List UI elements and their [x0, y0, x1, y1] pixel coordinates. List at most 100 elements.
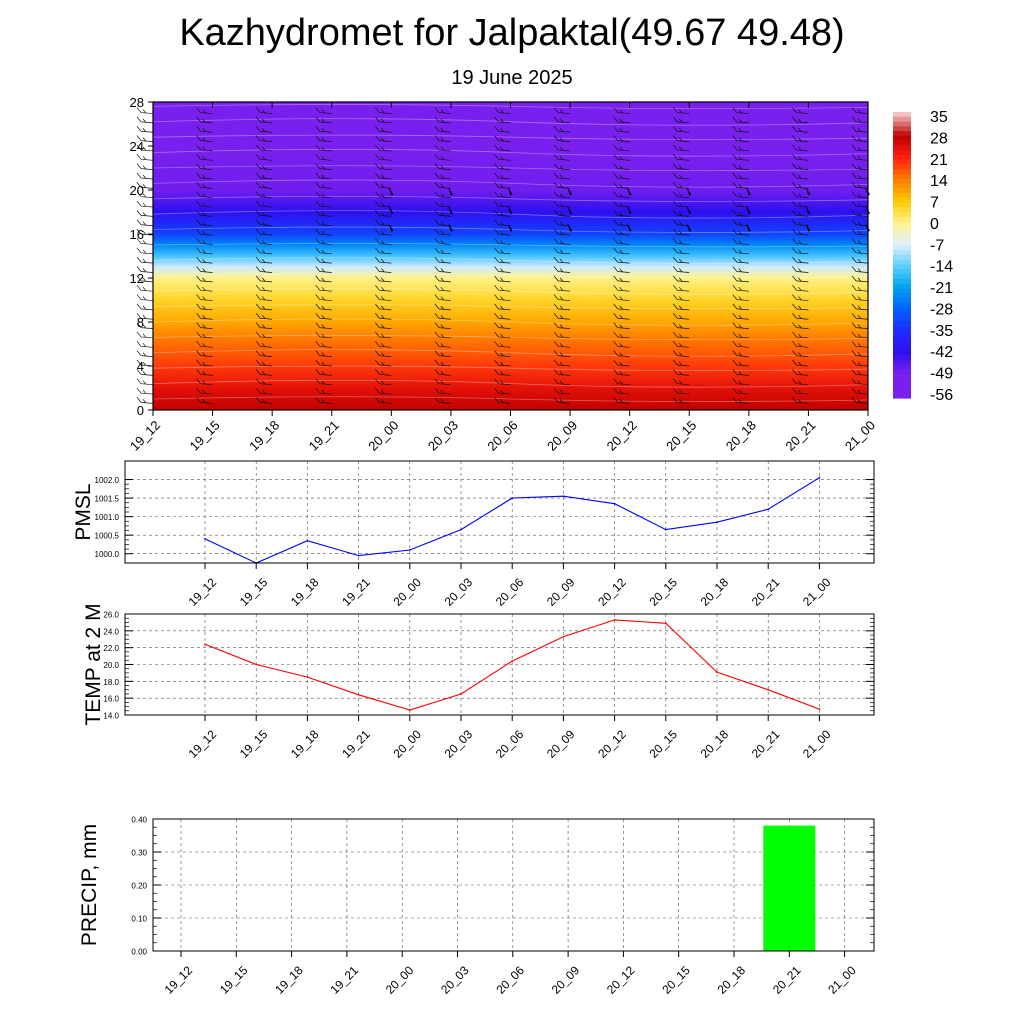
wind-barb-pennant: [567, 222, 573, 232]
wind-barb: [672, 266, 690, 273]
x-tick-label: 20_09: [544, 575, 578, 609]
colorbar-block: [893, 178, 911, 185]
wind-barb: [851, 331, 869, 339]
wind-barb-pennant: [567, 205, 573, 215]
wind-barb: [613, 369, 630, 376]
y-tick-label: 0.20: [131, 882, 147, 891]
wind-barb: [732, 387, 749, 395]
wind-barb: [375, 313, 392, 320]
wind-barb: [315, 191, 332, 199]
wind-barb-pennant: [388, 205, 394, 215]
wind-barb: [613, 144, 630, 152]
wind-barb: [851, 266, 869, 273]
wind-barb: [792, 247, 809, 255]
wind-barb: [732, 275, 749, 283]
wind-barb: [494, 313, 511, 320]
wind-barb-pennant: [447, 186, 453, 196]
wind-barb-pennant: [567, 186, 573, 196]
wind-barb: [553, 107, 571, 114]
x-tick-label: 19_18: [272, 963, 306, 997]
wind-barb: [136, 163, 154, 170]
wind-barb: [851, 144, 869, 152]
x-tick-label: 20_15: [663, 418, 699, 454]
wind-barb: [494, 191, 511, 199]
wind-barb: [255, 154, 273, 161]
data-point: [818, 708, 821, 711]
wind-barb: [851, 359, 869, 367]
y-axis-title: PRECIP, mm: [78, 824, 101, 946]
wind-barb: [672, 107, 690, 114]
colorbar-block: [893, 183, 911, 189]
wind-barb: [792, 116, 809, 124]
wind-barb: [255, 369, 273, 376]
wind-barb: [494, 387, 511, 395]
wind-barb: [553, 284, 571, 292]
wind-barb-pennant: [507, 222, 513, 232]
wind-barb: [315, 219, 332, 227]
wind-barb: [851, 350, 869, 357]
x-tick-label: 20_09: [544, 418, 580, 454]
wind-barb-pennant: [805, 186, 811, 196]
colorbar-block: [893, 154, 911, 161]
wind-barb: [136, 182, 154, 189]
colorbar-block: [893, 393, 911, 399]
x-tick-label: 19_15: [237, 727, 271, 761]
x-tick-label: 19_21: [306, 418, 342, 454]
y-tick-label: 24: [130, 139, 144, 154]
wind-barb: [494, 378, 511, 386]
colorbar-block: [893, 193, 911, 199]
wind-barb: [553, 266, 571, 273]
colorbar-block: [893, 226, 911, 232]
wind-barb: [672, 247, 690, 255]
temperature-contour: [152, 210, 869, 219]
wind-barb: [672, 313, 690, 320]
wind-barb: [196, 144, 213, 152]
wind-barb: [792, 238, 809, 245]
wind-barb: [136, 294, 154, 301]
wind-barb: [136, 387, 154, 395]
x-tick-label: 20_18: [723, 418, 759, 454]
wind-barb: [613, 163, 630, 170]
wind-barb: [196, 219, 213, 227]
wind-barb-pennant: [447, 222, 453, 232]
wind-barb: [434, 210, 451, 217]
wind-barb: [732, 284, 749, 292]
colorbar-label: 28: [930, 130, 948, 147]
wind-barb: [792, 378, 809, 386]
wind-barb: [494, 154, 511, 161]
wind-barb: [136, 341, 154, 348]
wind-barb: [613, 331, 630, 339]
x-tick-label: 20_18: [698, 727, 732, 761]
wind-barb: [255, 303, 273, 311]
wind-barb: [732, 210, 749, 217]
wind-barb: [196, 135, 213, 142]
wind-barb: [553, 369, 571, 376]
x-tick-label: 21_00: [842, 418, 878, 454]
colorbar-label: 21: [930, 152, 948, 169]
wind-barb: [255, 191, 273, 199]
x-tick-label: 19_18: [288, 727, 322, 761]
wind-barb: [255, 256, 273, 264]
wind-barb: [494, 284, 511, 292]
wind-barb: [315, 135, 332, 142]
wind-barb: [732, 238, 749, 245]
wind-barb: [792, 228, 809, 236]
wind-barb: [315, 228, 332, 236]
x-tick-label: 21_00: [825, 963, 859, 997]
colorbar-label: 0: [930, 216, 939, 233]
wind-barb: [553, 350, 571, 357]
wind-barb: [136, 247, 154, 255]
x-tick-label: 20_03: [442, 727, 476, 761]
y-tick-label: 4: [137, 359, 144, 374]
wind-barb-pennant: [805, 205, 811, 215]
wind-barb: [613, 378, 630, 386]
wind-barb: [792, 154, 809, 161]
wind-barb: [553, 313, 571, 320]
wind-barb: [613, 294, 630, 301]
x-tick-label: 19_21: [339, 575, 373, 609]
wind-barb: [732, 294, 749, 301]
x-tick-label: 20_06: [493, 727, 527, 761]
wind-barb: [494, 256, 511, 264]
x-tick-label: 20_00: [390, 575, 424, 609]
